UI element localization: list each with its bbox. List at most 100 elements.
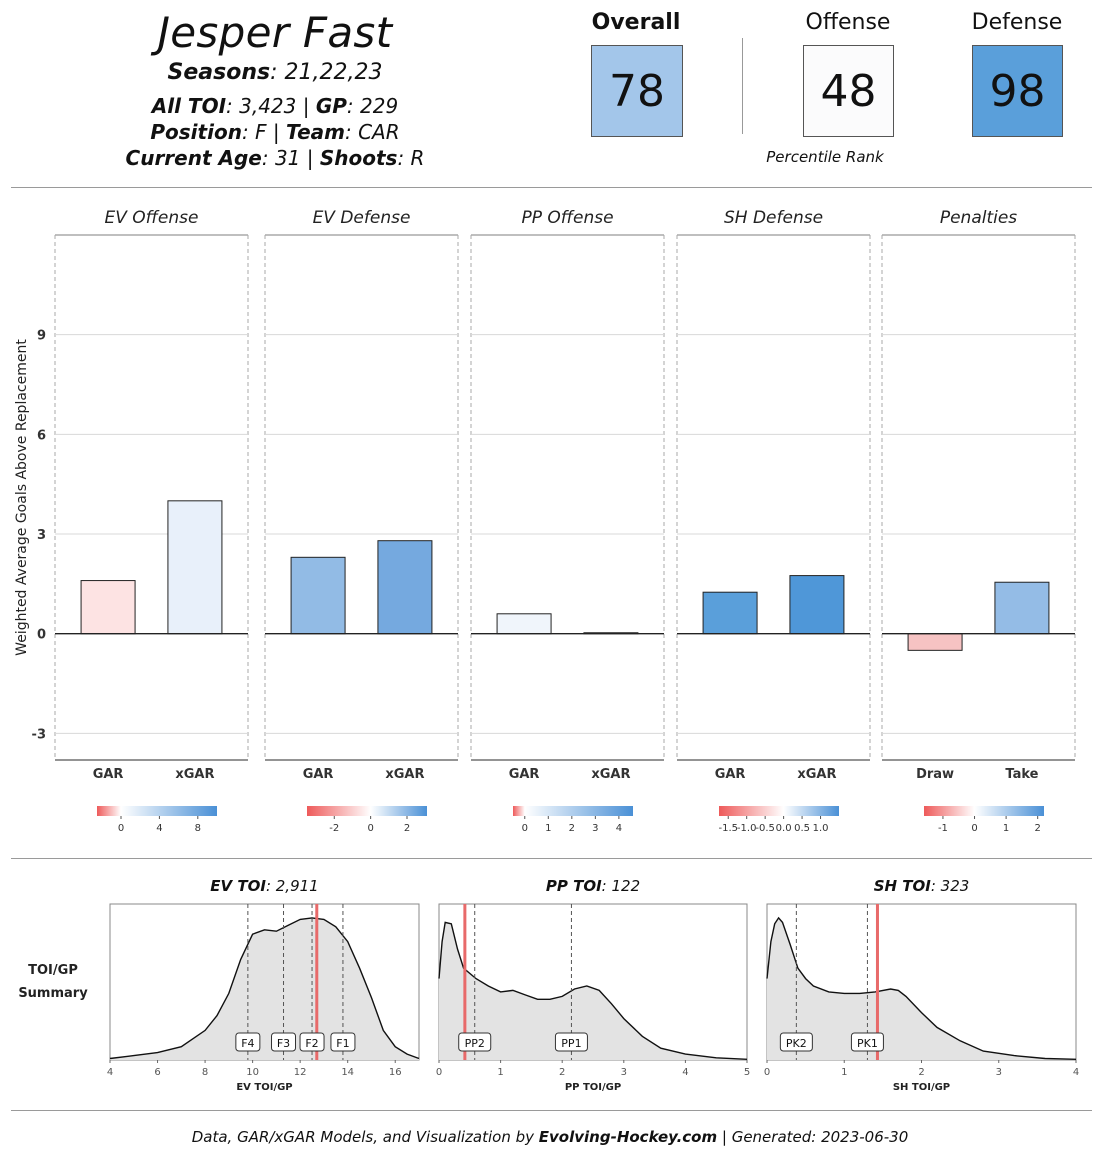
x-tick-label: 6	[154, 1067, 160, 1078]
x-axis-label: SH TOI/GP	[893, 1082, 950, 1093]
y-tick-label: 6	[37, 428, 46, 443]
tier-label-box	[850, 1032, 884, 1052]
panel-title: SH Defense	[724, 208, 823, 228]
legend-colorbar	[719, 806, 839, 816]
offense-label: Offense	[805, 10, 891, 35]
legend-tick-label: 8	[195, 823, 201, 834]
x-tick-label: 4	[682, 1067, 688, 1078]
tier-label-box	[779, 1032, 813, 1052]
legend-colorbar	[307, 806, 427, 816]
tier-label-box	[330, 1032, 356, 1052]
legend-tick-label: 4	[156, 823, 162, 834]
legend-tick-label: 0	[522, 823, 528, 834]
legend-tick-label: 1	[545, 823, 551, 834]
x-tick-label: GAR	[509, 767, 540, 782]
legend-tick-label: -1.0	[737, 823, 757, 834]
legend-tick-label: 1	[1003, 823, 1009, 834]
panel-title: EV Offense	[105, 208, 199, 228]
x-tick-label: xGAR	[591, 767, 630, 782]
legend-tick-label: 0	[367, 823, 373, 834]
x-tick-label: 16	[389, 1067, 402, 1078]
x-tick-label: 8	[202, 1067, 208, 1078]
x-tick-label: 2	[918, 1067, 924, 1078]
x-tick-label: 3	[621, 1067, 627, 1078]
x-tick-label: 10	[246, 1067, 259, 1078]
x-tick-label: 2	[559, 1067, 565, 1078]
density-area	[439, 922, 747, 1060]
legend-tick-label: 0	[971, 823, 977, 834]
y-tick-label: 3	[37, 528, 46, 543]
gar-bar-chart: Weighted Average Goals Above Replacement…	[14, 208, 1076, 834]
density-curve	[109, 917, 420, 1060]
bar-xgar	[377, 540, 433, 635]
legend-tick-label: 0.0	[776, 823, 792, 834]
density-title: SH TOI: 323	[874, 877, 970, 895]
x-tick-label: xGAR	[797, 767, 836, 782]
density-panel-1: EV TOI: 2,911 F4 F3 F2 F1 4 6 8 10 12 14 16 EV TOI/G…	[107, 877, 420, 1093]
panel-penalties: Penalties Draw Take -1 0 1 2	[881, 208, 1076, 834]
tier-label-box	[458, 1032, 492, 1052]
score-divider	[742, 38, 743, 134]
age-shoots-line: Current Age: 31 | Shoots: R	[125, 146, 425, 170]
panel-title: Penalties	[940, 208, 1017, 228]
row-label: TOI/GP	[28, 963, 78, 978]
bar-xgar	[167, 500, 223, 635]
x-tick-label: GAR	[303, 767, 334, 782]
legend-tick-label: 0.5	[794, 823, 810, 834]
header-divider	[11, 187, 1092, 188]
legend-tick-label: -2	[329, 823, 339, 834]
row-label: Summary	[18, 986, 88, 1001]
footer-divider	[11, 1110, 1092, 1111]
toi-gp-line: All TOI: 3,423 | GP: 229	[151, 94, 399, 118]
legend-tick-label: 2	[404, 823, 410, 834]
x-tick-label: 5	[744, 1067, 750, 1078]
tier-label-box	[271, 1032, 297, 1052]
percentile-caption: Percentile Rank	[766, 148, 884, 166]
x-tick-label: 1	[497, 1067, 503, 1078]
tier-label-box	[554, 1032, 588, 1052]
footer-credit: Data, GAR/xGAR Models, and Visualization…	[191, 1128, 909, 1146]
tier-label: PK1	[857, 1037, 878, 1050]
legend-tick-label: -1	[938, 823, 948, 834]
position-team-line: Position: F | Team: CAR	[150, 120, 400, 144]
x-tick-label: GAR	[93, 767, 124, 782]
x-tick-label: xGAR	[175, 767, 214, 782]
y-tick-label: 0	[37, 628, 46, 643]
legend-tick-label: -0.5	[755, 823, 775, 834]
defense-label: Defense	[971, 10, 1063, 35]
tier-label: F2	[305, 1037, 318, 1050]
density-curve	[766, 916, 1077, 1060]
density-title: PP TOI: 122	[546, 877, 640, 895]
y-tick-label: -3	[32, 727, 46, 742]
panel-pp-offense: PP Offense GAR xGAR 0 1 2 3 4	[470, 208, 665, 834]
tier-label-box	[235, 1032, 261, 1052]
y-tick-label: 9	[37, 329, 46, 344]
x-tick-label: 4	[1073, 1067, 1079, 1078]
bar-gar	[496, 613, 552, 635]
player-name: Jesper Fast	[157, 8, 393, 57]
tier-label: F4	[241, 1037, 254, 1050]
bar-xgar	[789, 575, 845, 635]
density-curve	[438, 921, 748, 1060]
x-tick-label: 0	[764, 1067, 770, 1078]
density-area	[767, 917, 1076, 1060]
tier-label-box	[299, 1032, 325, 1052]
x-tick-label: 14	[341, 1067, 354, 1078]
legend-tick-label: -1.5	[718, 823, 738, 834]
bar-gar	[290, 556, 346, 635]
chart-divider	[11, 858, 1092, 859]
density-panel-3: SH TOI: 323 PK2 PK1 0 1 2 3 4 SH TOI/GP	[764, 877, 1079, 1093]
bar-gar	[702, 591, 758, 635]
tier-label: PP2	[465, 1037, 485, 1050]
x-axis-label: PP TOI/GP	[565, 1082, 621, 1093]
legend-tick-label: 3	[592, 823, 598, 834]
legend-colorbar	[924, 806, 1044, 816]
tier-label: F1	[336, 1037, 349, 1050]
density-panel-2: PP TOI: 122 PP2 PP1 0 1 2 3 4 5 PP TOI/GP	[436, 877, 750, 1093]
density-area	[110, 917, 419, 1060]
legend-tick-label: 2	[1034, 823, 1040, 834]
bar-draw	[907, 633, 963, 651]
legend-colorbar	[97, 806, 217, 816]
x-tick-label: 0	[436, 1067, 442, 1078]
